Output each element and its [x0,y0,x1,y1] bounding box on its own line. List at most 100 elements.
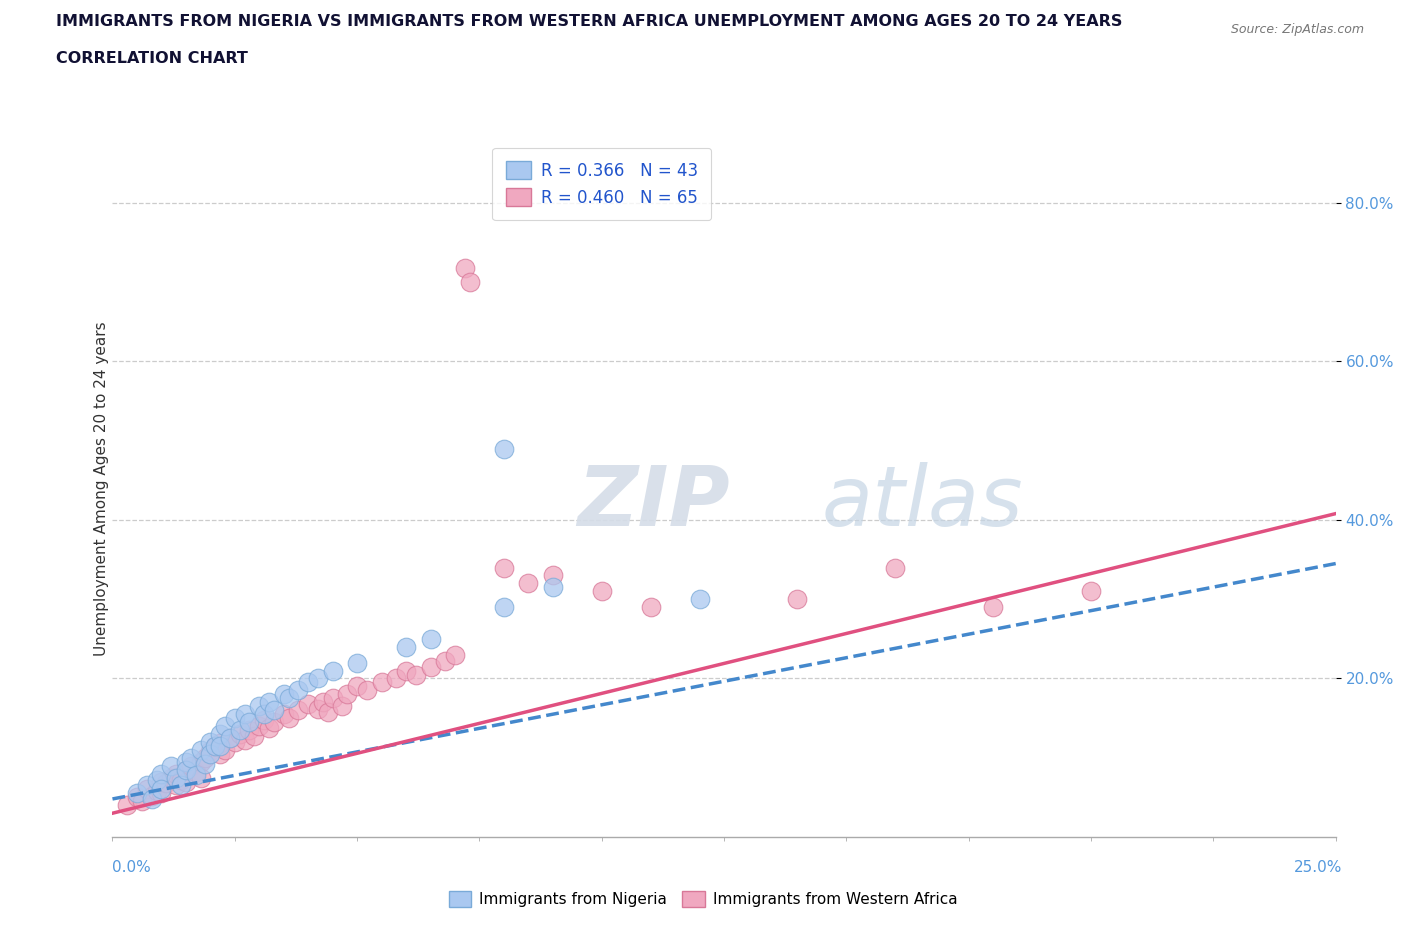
Point [131,794,153,809]
Point [273,707,295,722]
Point [981,600,1004,615]
Point [228,726,250,741]
Legend: R = 0.366   N = 43, R = 0.460   N = 65: R = 0.366 N = 43, R = 0.460 N = 65 [492,148,711,220]
Point [517,576,540,591]
Point [263,703,285,718]
Point [184,764,207,779]
Point [200,744,222,759]
Point [247,719,270,734]
Point [170,773,193,788]
Point [141,791,163,806]
Point [273,687,295,702]
Point [200,747,222,762]
Point [385,671,408,686]
Point [224,735,246,750]
Point [209,736,232,751]
Point [238,714,260,729]
Point [316,704,339,719]
Point [541,568,564,583]
Point [395,639,418,654]
Point [125,786,148,801]
Point [689,591,711,606]
Point [243,728,266,743]
Point [395,663,418,678]
Point [640,600,662,615]
Text: atlas: atlas [823,461,1024,543]
Point [322,663,344,678]
Point [444,647,467,662]
Y-axis label: Unemployment Among Ages 20 to 24 years: Unemployment Among Ages 20 to 24 years [94,321,108,656]
Point [214,719,236,734]
Point [238,723,260,737]
Point [150,782,173,797]
Point [257,695,280,710]
Point [160,770,183,785]
Point [884,560,907,575]
Point [224,711,246,725]
Point [434,654,457,669]
Point [145,773,167,788]
Point [194,757,217,772]
Point [307,701,329,716]
Point [219,730,242,745]
Point [233,707,256,722]
Point [200,735,222,750]
Point [541,580,564,595]
Point [287,683,309,698]
Point [419,631,441,646]
Point [247,698,270,713]
Point [370,675,392,690]
Point [277,691,299,706]
Text: IMMIGRANTS FROM NIGERIA VS IMMIGRANTS FROM WESTERN AFRICA UNEMPLOYMENT AMONG AGE: IMMIGRANTS FROM NIGERIA VS IMMIGRANTS FR… [56,14,1122,29]
Point [591,584,613,599]
Point [405,667,427,682]
Point [160,758,183,773]
Point [174,763,197,777]
Point [253,707,276,722]
Point [174,763,197,777]
Text: 25.0%: 25.0% [1295,860,1343,875]
Point [263,714,285,729]
Text: ZIP: ZIP [578,461,730,543]
Point [155,776,177,790]
Point [356,683,378,698]
Point [786,591,808,606]
Point [115,798,138,813]
Point [219,730,242,745]
Point [297,697,319,711]
Point [346,655,368,670]
Point [346,679,368,694]
Point [190,770,212,785]
Point [277,711,299,725]
Point [145,784,167,799]
Point [297,675,319,690]
Point [180,758,202,773]
Point [1080,584,1102,599]
Point [204,738,226,753]
Text: Source: ZipAtlas.com: Source: ZipAtlas.com [1230,23,1364,36]
Legend: Immigrants from Nigeria, Immigrants from Western Africa: Immigrants from Nigeria, Immigrants from… [443,884,963,913]
Point [150,774,173,789]
Point [458,274,481,289]
Point [165,778,187,793]
Point [180,751,202,765]
Point [492,441,515,456]
Point [307,671,329,686]
Text: CORRELATION CHART: CORRELATION CHART [56,51,247,66]
Point [125,790,148,804]
Point [209,726,232,741]
Point [174,774,197,789]
Point [419,659,441,674]
Point [141,789,163,804]
Point [204,738,226,753]
Point [322,691,344,706]
Point [194,751,217,765]
Point [190,742,212,757]
Point [174,754,197,769]
Point [253,712,276,727]
Point [209,747,232,762]
Point [170,778,193,793]
Point [492,600,515,615]
Point [190,754,212,769]
Point [492,560,515,575]
